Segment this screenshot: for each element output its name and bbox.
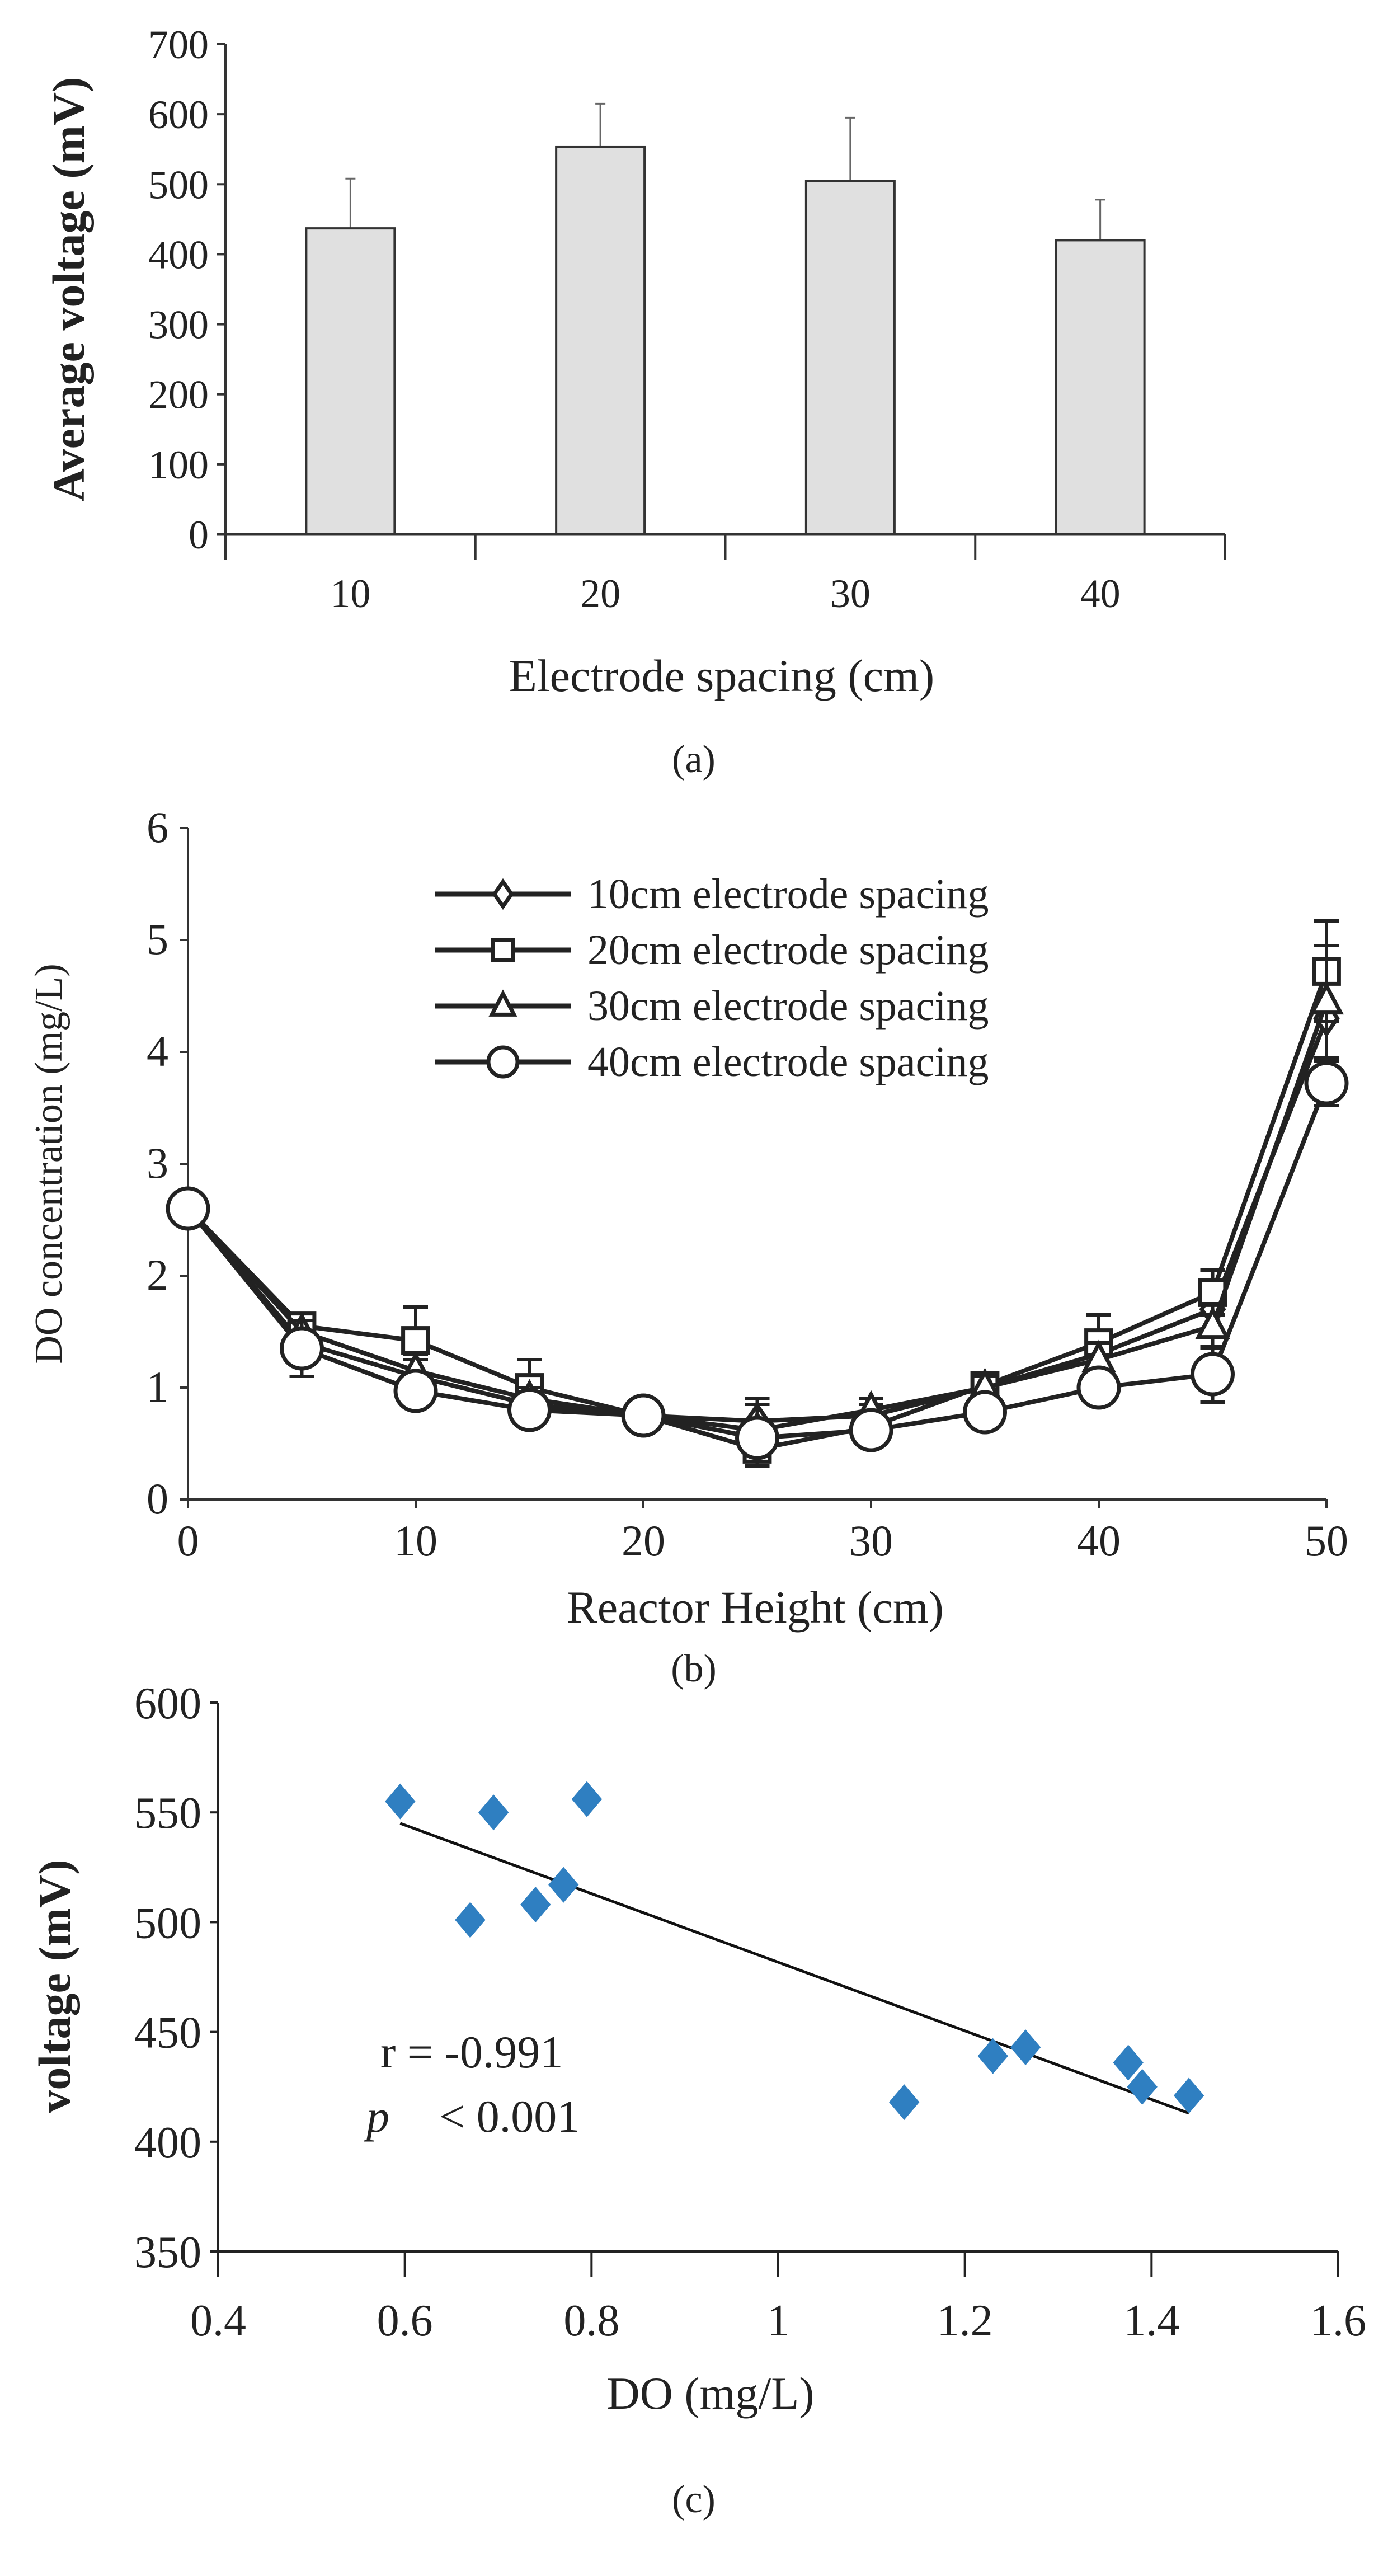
y-tick-label: 700	[148, 22, 209, 67]
y-tick-label: 450	[134, 2009, 201, 2058]
data-point	[1010, 2029, 1041, 2066]
diamond-marker	[492, 878, 514, 910]
bar	[305, 227, 396, 535]
x-tick-label: 1.2	[937, 2296, 993, 2345]
circle-marker	[1191, 1352, 1235, 1397]
panel-a-label: (a)	[672, 738, 716, 781]
annotation-p-value: < 0.001	[439, 2091, 580, 2142]
x-tick-label: 40	[1080, 571, 1121, 616]
y-tick-label: 3	[147, 1139, 168, 1187]
panel-a-xlabel: Electrode spacing (cm)	[509, 650, 934, 701]
panel-a-bar-chart: Average voltage (mV) Electrode spacing (…	[43, 22, 1226, 781]
triangle-marker	[488, 989, 517, 1017]
x-tick-label: 0.8	[563, 2296, 619, 2345]
y-tick-label: 100	[148, 443, 209, 487]
data-point	[1173, 2077, 1204, 2114]
y-tick-label: 0	[189, 513, 209, 557]
circle-marker	[963, 1390, 1007, 1435]
bar	[555, 145, 646, 535]
panel-c-label: (c)	[672, 2478, 716, 2521]
y-tick-label: 300	[148, 303, 209, 347]
legend-item: 40cm electrode spacing	[435, 1038, 989, 1085]
panel-a-ylabel: Average voltage (mV)	[43, 77, 94, 502]
y-tick-label: 500	[148, 162, 209, 207]
x-tick-label: 10	[330, 571, 370, 616]
y-tick-label: 4	[147, 1027, 168, 1075]
data-point	[1113, 2044, 1144, 2081]
data-point	[455, 1902, 486, 1938]
panel-c-ylabel: voltage (mV)	[29, 1859, 80, 2113]
x-tick-label: 30	[830, 571, 871, 616]
circle-marker	[735, 1416, 779, 1460]
panel-c-xlabel: DO (mg/L)	[606, 2368, 814, 2419]
square-marker	[401, 1326, 430, 1355]
data-point	[548, 1867, 579, 1903]
circle-marker	[849, 1408, 893, 1452]
x-tick-label: 10	[394, 1516, 437, 1565]
square-marker	[491, 938, 515, 962]
circle-marker	[280, 1326, 324, 1371]
y-tick-label: 350	[134, 2228, 201, 2277]
x-tick-label: 20	[622, 1516, 665, 1565]
x-tick-label: 40	[1077, 1516, 1121, 1565]
triangle-marker	[1309, 981, 1344, 1015]
circle-marker	[166, 1186, 210, 1231]
legend-item: 20cm electrode spacing	[435, 927, 989, 974]
circle-marker	[1076, 1365, 1121, 1410]
data-point	[889, 2084, 920, 2121]
triangle-marker	[1195, 1306, 1230, 1339]
circle-marker	[507, 1388, 552, 1432]
y-tick-label: 400	[148, 232, 209, 277]
x-tick-label: 1.6	[1310, 2296, 1366, 2345]
panel-b-label: (b)	[671, 1647, 717, 1690]
y-tick-label: 6	[147, 803, 168, 852]
circle-marker	[486, 1045, 520, 1079]
y-tick-label: 1	[147, 1362, 168, 1411]
y-tick-label: 2	[147, 1251, 168, 1299]
y-tick-label: 5	[147, 915, 168, 963]
x-tick-label: 0	[177, 1516, 199, 1565]
legend-item: 30cm electrode spacing	[435, 983, 989, 1030]
data-point	[977, 2038, 1008, 2074]
y-tick-label: 200	[148, 373, 209, 417]
y-tick-label: 600	[148, 92, 209, 137]
y-tick-label: 0	[147, 1474, 168, 1523]
bar	[1055, 239, 1146, 535]
annotation-r: r = -0.991	[380, 2027, 563, 2077]
trendline	[399, 1822, 1189, 2115]
circle-marker	[1304, 1061, 1349, 1106]
panel-b-line-chart: DO concentration (mg/L) Reactor Height (…	[27, 803, 1349, 1690]
x-tick-label: 1	[767, 2296, 789, 2345]
y-tick-label: 600	[134, 1679, 201, 1728]
data-point	[478, 1794, 509, 1831]
legend-item: 10cm electrode spacing	[435, 871, 989, 918]
data-point	[1127, 2069, 1158, 2105]
data-point	[385, 1783, 416, 1820]
x-tick-label: 1.4	[1123, 2296, 1179, 2345]
x-tick-label: 30	[849, 1516, 893, 1565]
y-tick-label: 400	[134, 2118, 201, 2168]
circle-marker	[621, 1393, 666, 1438]
annotation-p-symbol: p	[364, 2091, 389, 2142]
series-line	[186, 1082, 1329, 1441]
legend-label: 20cm electrode spacing	[587, 927, 989, 974]
y-tick-label: 500	[134, 1898, 201, 1948]
bar	[804, 180, 896, 535]
x-tick-label: 20	[580, 571, 620, 616]
panel-b-xlabel: Reactor Height (cm)	[567, 1582, 944, 1633]
series-circle	[166, 1059, 1349, 1460]
legend-label: 10cm electrode spacing	[587, 871, 989, 918]
panel-c-scatter-chart: voltage (mV) DO (mg/L) (c) r = -0.991 p …	[29, 1679, 1366, 2521]
legend-label: 30cm electrode spacing	[587, 983, 989, 1030]
y-tick-label: 550	[134, 1789, 201, 1838]
legend-label: 40cm electrode spacing	[587, 1038, 989, 1085]
circle-marker	[393, 1369, 438, 1413]
x-tick-label: 50	[1305, 1516, 1348, 1565]
x-tick-label: 0.4	[190, 2296, 246, 2345]
x-tick-label: 0.6	[377, 2296, 433, 2345]
panel-b-ylabel: DO concentration (mg/L)	[27, 963, 70, 1364]
data-point	[520, 1887, 551, 1923]
data-point	[571, 1781, 603, 1817]
